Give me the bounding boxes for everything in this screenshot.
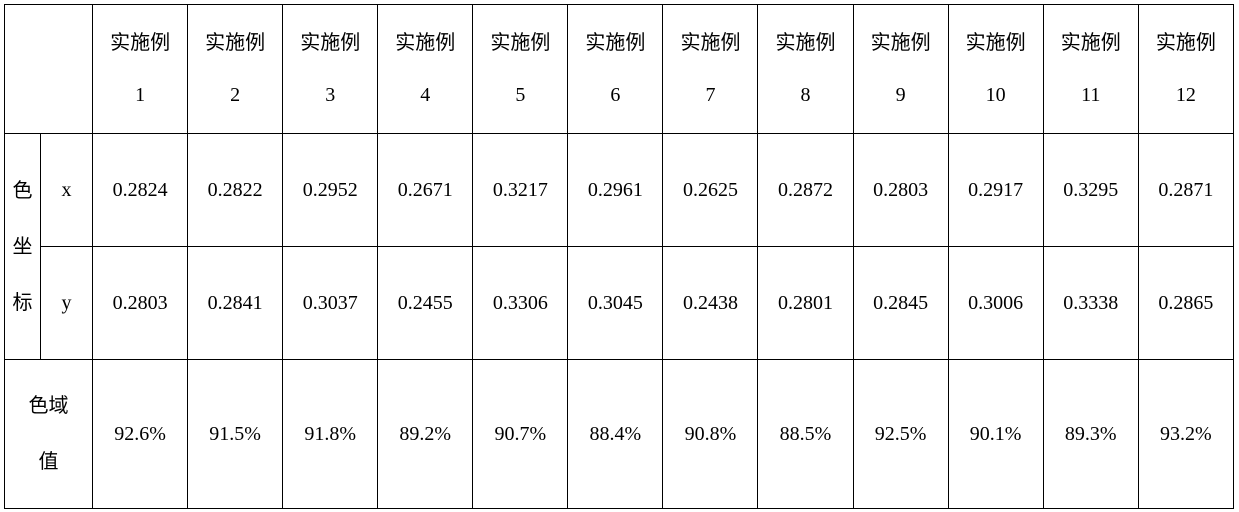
col-header-2: 实施例 2 xyxy=(188,5,283,134)
x-label: x xyxy=(41,134,93,247)
col-header-9: 实施例 9 xyxy=(853,5,948,134)
col-number: 8 xyxy=(758,69,852,121)
x-value-7: 0.2625 xyxy=(663,134,758,247)
col-prefix: 实施例 xyxy=(1044,17,1138,69)
x-row: 色 坐 标 x 0.2824 0.2822 0.2952 0.2671 0.32… xyxy=(5,134,1234,247)
y-label: y xyxy=(41,247,93,360)
gamut-value-6: 88.4% xyxy=(568,360,663,509)
color-coord-char: 标 xyxy=(5,275,40,331)
x-value-6: 0.2961 xyxy=(568,134,663,247)
col-prefix: 实施例 xyxy=(1139,17,1233,69)
gamut-label: 色域 值 xyxy=(5,360,93,509)
col-header-7: 实施例 7 xyxy=(663,5,758,134)
col-header-4: 实施例 4 xyxy=(378,5,473,134)
gamut-value-5: 90.7% xyxy=(473,360,568,509)
x-value-3: 0.2952 xyxy=(283,134,378,247)
gamut-value-8: 88.5% xyxy=(758,360,853,509)
y-value-3: 0.3037 xyxy=(283,247,378,360)
col-header-12: 实施例 12 xyxy=(1138,5,1233,134)
col-header-1: 实施例 1 xyxy=(93,5,188,134)
col-header-3: 实施例 3 xyxy=(283,5,378,134)
gamut-value-3: 91.8% xyxy=(283,360,378,509)
col-number: 10 xyxy=(949,69,1043,121)
col-header-5: 实施例 5 xyxy=(473,5,568,134)
col-number: 12 xyxy=(1139,69,1233,121)
col-number: 7 xyxy=(663,69,757,121)
gamut-label-line: 值 xyxy=(5,434,92,490)
col-prefix: 实施例 xyxy=(758,17,852,69)
x-value-9: 0.2803 xyxy=(853,134,948,247)
x-value-4: 0.2671 xyxy=(378,134,473,247)
col-number: 9 xyxy=(854,69,948,121)
x-value-12: 0.2871 xyxy=(1138,134,1233,247)
gamut-row: 色域 值 92.6% 91.5% 91.8% 89.2% 90.7% 88.4%… xyxy=(5,360,1234,509)
gamut-value-11: 89.3% xyxy=(1043,360,1138,509)
col-header-10: 实施例 10 xyxy=(948,5,1043,134)
y-value-4: 0.2455 xyxy=(378,247,473,360)
x-value-5: 0.3217 xyxy=(473,134,568,247)
col-prefix: 实施例 xyxy=(949,17,1043,69)
header-blank xyxy=(5,5,93,134)
y-value-9: 0.2845 xyxy=(853,247,948,360)
gamut-value-4: 89.2% xyxy=(378,360,473,509)
y-value-12: 0.2865 xyxy=(1138,247,1233,360)
col-number: 6 xyxy=(568,69,662,121)
col-header-8: 实施例 8 xyxy=(758,5,853,134)
y-value-8: 0.2801 xyxy=(758,247,853,360)
color-coord-char: 坐 xyxy=(5,219,40,275)
x-value-1: 0.2824 xyxy=(93,134,188,247)
gamut-value-9: 92.5% xyxy=(853,360,948,509)
color-coord-char: 色 xyxy=(5,163,40,219)
y-value-2: 0.2841 xyxy=(188,247,283,360)
col-prefix: 实施例 xyxy=(93,17,187,69)
y-value-11: 0.3338 xyxy=(1043,247,1138,360)
gamut-value-7: 90.8% xyxy=(663,360,758,509)
y-value-5: 0.3306 xyxy=(473,247,568,360)
col-prefix: 实施例 xyxy=(568,17,662,69)
gamut-value-2: 91.5% xyxy=(188,360,283,509)
col-number: 1 xyxy=(93,69,187,121)
y-value-10: 0.3006 xyxy=(948,247,1043,360)
col-number: 4 xyxy=(378,69,472,121)
col-number: 2 xyxy=(188,69,282,121)
gamut-value-1: 92.6% xyxy=(93,360,188,509)
col-number: 5 xyxy=(473,69,567,121)
col-prefix: 实施例 xyxy=(473,17,567,69)
x-value-2: 0.2822 xyxy=(188,134,283,247)
col-prefix: 实施例 xyxy=(283,17,377,69)
y-value-1: 0.2803 xyxy=(93,247,188,360)
x-value-11: 0.3295 xyxy=(1043,134,1138,247)
y-row: y 0.2803 0.2841 0.3037 0.2455 0.3306 0.3… xyxy=(5,247,1234,360)
col-prefix: 实施例 xyxy=(188,17,282,69)
y-value-7: 0.2438 xyxy=(663,247,758,360)
x-value-10: 0.2917 xyxy=(948,134,1043,247)
color-coord-label: 色 坐 标 xyxy=(5,134,41,360)
x-value-8: 0.2872 xyxy=(758,134,853,247)
gamut-value-10: 90.1% xyxy=(948,360,1043,509)
gamut-label-line: 色域 xyxy=(5,378,92,434)
col-prefix: 实施例 xyxy=(663,17,757,69)
data-table: 实施例 1 实施例 2 实施例 3 实施例 4 实施例 5 实施例 6 实施例 … xyxy=(4,4,1234,509)
col-header-6: 实施例 6 xyxy=(568,5,663,134)
col-prefix: 实施例 xyxy=(854,17,948,69)
col-number: 3 xyxy=(283,69,377,121)
gamut-value-12: 93.2% xyxy=(1138,360,1233,509)
table-header-row: 实施例 1 实施例 2 实施例 3 实施例 4 实施例 5 实施例 6 实施例 … xyxy=(5,5,1234,134)
col-header-11: 实施例 11 xyxy=(1043,5,1138,134)
col-prefix: 实施例 xyxy=(378,17,472,69)
y-value-6: 0.3045 xyxy=(568,247,663,360)
col-number: 11 xyxy=(1044,69,1138,121)
